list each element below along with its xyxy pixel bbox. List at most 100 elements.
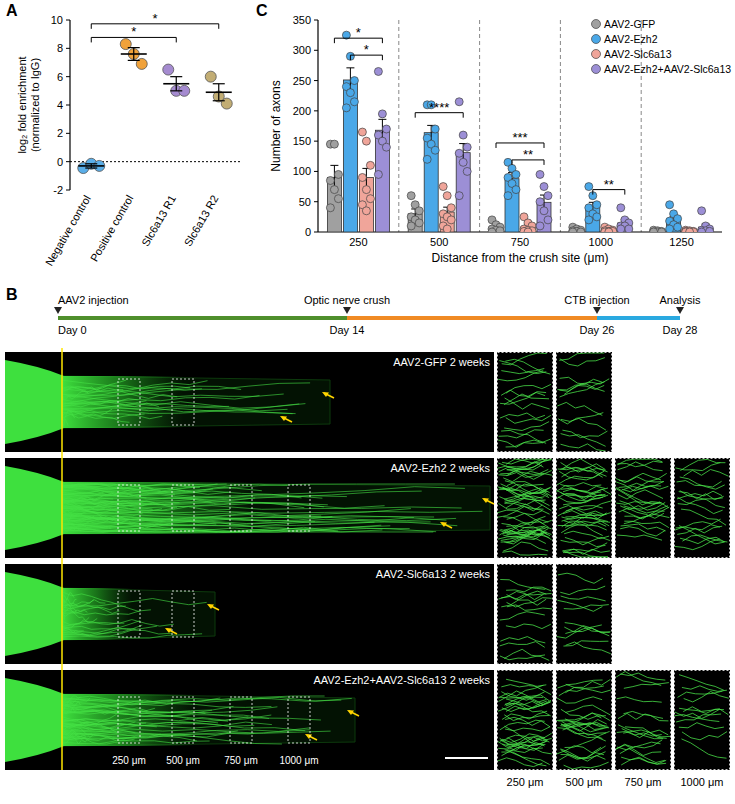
point — [544, 216, 552, 224]
axon — [501, 685, 546, 687]
axon — [560, 749, 605, 761]
inset-image — [497, 458, 553, 558]
axon — [618, 490, 663, 499]
inset — [556, 670, 612, 770]
point — [569, 228, 577, 232]
y-tick — [314, 80, 318, 81]
axon — [557, 402, 602, 415]
event-label: CTB injection — [564, 294, 629, 306]
axon — [500, 642, 545, 648]
nerve-image: AAV2-Ezh2+AAV2-Slc6a13 2 weeks250 μm500 … — [5, 670, 494, 770]
group-separator — [560, 20, 561, 232]
nerve-image: AAV2-Slc6a13 2 weeks — [5, 564, 494, 664]
axon — [62, 698, 90, 704]
y-tick-label: 300 — [293, 44, 311, 56]
axon — [619, 508, 664, 518]
axon — [561, 752, 606, 759]
roi-box — [172, 379, 194, 425]
axon — [504, 422, 549, 431]
y-tick — [66, 48, 70, 49]
axon — [558, 573, 603, 583]
axon — [62, 399, 146, 404]
x-tick-label: Positive control — [88, 193, 136, 264]
point — [350, 98, 358, 106]
inset-image — [615, 458, 671, 558]
axon — [565, 513, 610, 518]
axon — [62, 492, 146, 498]
legend: AAV2-GFPAAV2-Ezh2AAV2-Slc6a13AAV2-Ezh2+A… — [592, 18, 732, 75]
point — [326, 177, 334, 185]
point — [358, 128, 366, 136]
axon — [564, 379, 609, 395]
point — [342, 104, 350, 112]
y-tick — [314, 141, 318, 142]
axon — [561, 596, 606, 601]
page: { "panel_labels": ["A", "B", "C"], "char… — [0, 0, 735, 804]
y-tick-label: 50 — [299, 196, 311, 208]
arrowhead — [207, 604, 214, 609]
axon — [62, 712, 321, 721]
axon — [675, 539, 720, 550]
timeline-marker — [593, 307, 601, 314]
roi-box — [118, 591, 140, 637]
timeline-marker — [676, 307, 684, 314]
axon — [560, 464, 605, 472]
x-tick-label: 1250 — [669, 236, 693, 248]
arrowhead — [440, 522, 447, 527]
y-axis — [317, 20, 318, 232]
retina-side — [5, 360, 64, 444]
nerve — [60, 376, 330, 428]
axon — [561, 467, 606, 477]
point — [496, 227, 504, 232]
axon — [498, 503, 543, 509]
axon — [683, 707, 728, 715]
inset — [497, 458, 553, 558]
axon — [62, 518, 216, 524]
axon — [507, 470, 552, 480]
x-title: Distance from the crush site (μm) — [432, 251, 609, 265]
significance-label: * — [131, 24, 136, 39]
axon — [62, 719, 254, 727]
point — [382, 143, 390, 151]
roi-box — [172, 485, 194, 531]
image-background — [5, 352, 494, 452]
point — [334, 195, 342, 203]
inset-image — [556, 352, 612, 452]
axon — [62, 414, 129, 422]
axon — [564, 605, 609, 610]
error-cap — [170, 76, 182, 77]
axon — [503, 542, 548, 551]
axon — [62, 501, 144, 508]
y-tick — [314, 50, 318, 51]
y-tick — [66, 20, 70, 21]
inset-label: 500 μm — [566, 776, 603, 788]
roi-box — [118, 485, 140, 531]
point — [455, 192, 463, 200]
axon — [62, 389, 202, 405]
axon — [678, 497, 723, 513]
legend-swatch — [592, 35, 601, 44]
axon — [679, 526, 724, 544]
axon — [561, 724, 606, 741]
axon — [618, 462, 663, 471]
point — [666, 225, 674, 232]
axon — [498, 371, 543, 381]
axon — [62, 626, 84, 632]
axon — [62, 391, 88, 400]
axon — [559, 686, 604, 696]
inset — [497, 352, 553, 452]
roi-box — [172, 591, 194, 637]
marks — [326, 31, 713, 232]
axon — [557, 472, 602, 485]
roi-box — [288, 485, 310, 531]
point — [585, 183, 593, 191]
point — [350, 77, 358, 85]
axon — [501, 528, 546, 542]
point — [443, 192, 451, 200]
roi-box — [172, 697, 194, 743]
axon — [675, 709, 720, 718]
background — [0, 0, 735, 804]
bar — [537, 202, 551, 232]
legend-swatch — [592, 50, 601, 59]
inset — [615, 458, 671, 558]
